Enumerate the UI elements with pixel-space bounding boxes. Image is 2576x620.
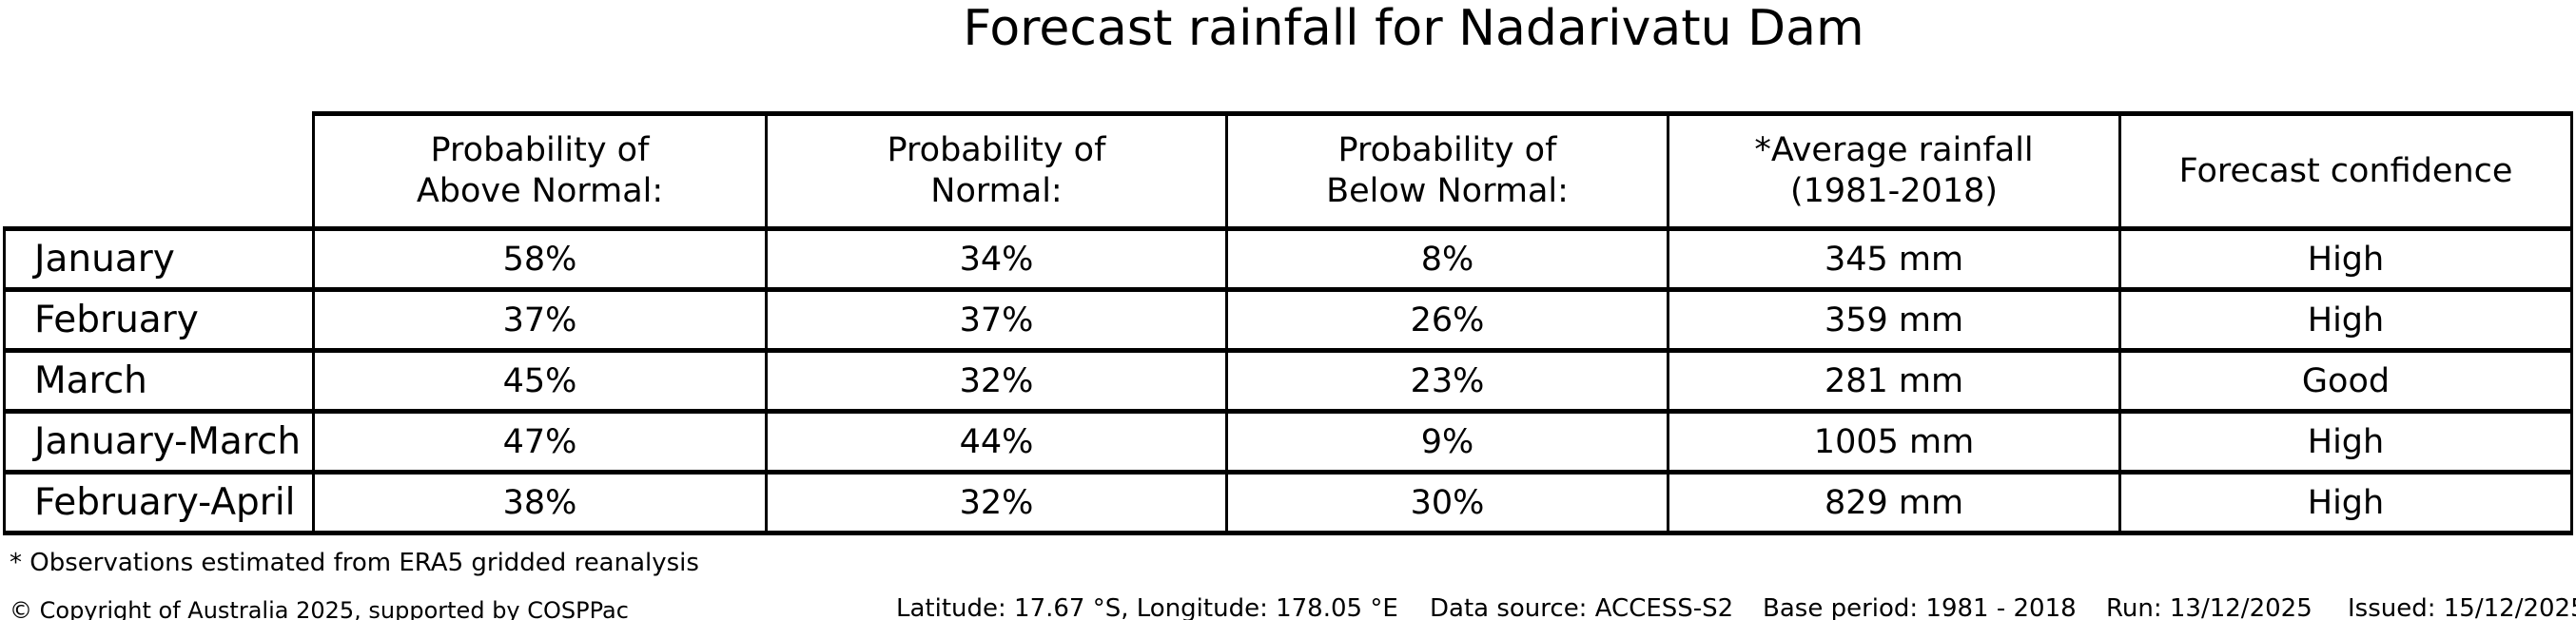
table-row: March 45% 32% 23% 281 mm Good: [3, 348, 2573, 414]
cell-below-normal: 8%: [1225, 226, 1669, 292]
row-label: January-March: [3, 409, 315, 475]
column-header-below-normal: Probability of Below Normal:: [1225, 111, 1669, 231]
row-label: March: [3, 348, 315, 414]
footer-run-date: Run: 13/12/2025: [2106, 594, 2313, 620]
copyright-notice: © Copyright of Australia 2025, supported…: [10, 597, 629, 620]
cell-above-normal: 58%: [312, 226, 768, 292]
table-row: January-March 47% 44% 9% 1005 mm High: [3, 409, 2573, 475]
table-header-row: Probability of Above Normal: Probability…: [5, 111, 2573, 231]
cell-above-normal: 37%: [312, 287, 768, 353]
table-row: February-April 38% 32% 30% 829 mm High: [3, 470, 2573, 535]
cell-confidence: High: [2118, 470, 2573, 535]
cell-average-rainfall: 359 mm: [1667, 287, 2121, 353]
row-label: February-April: [3, 470, 315, 535]
cell-normal: 32%: [765, 348, 1228, 414]
column-header-forecast-confidence: Forecast confidence: [2118, 111, 2573, 231]
cell-above-normal: 45%: [312, 348, 768, 414]
cell-above-normal: 47%: [312, 409, 768, 475]
cell-confidence: High: [2118, 226, 2573, 292]
cell-below-normal: 30%: [1225, 470, 1669, 535]
cell-confidence: High: [2118, 287, 2573, 353]
table-row: January 58% 34% 8% 345 mm High: [3, 226, 2573, 292]
observations-footnote: * Observations estimated from ERA5 gridd…: [10, 549, 699, 577]
footer-data-source: Data source: ACCESS-S2: [1430, 594, 1734, 620]
footer-issued-date: Issued: 15/12/2025: [2348, 594, 2576, 620]
column-header-average-rainfall: *Average rainfall (1981-2018): [1667, 111, 2121, 231]
column-header-above-normal: Probability of Above Normal:: [312, 111, 768, 231]
cell-below-normal: 26%: [1225, 287, 1669, 353]
row-label: January: [3, 226, 315, 292]
page-title: Forecast rainfall for Nadarivatu Dam: [963, 0, 1864, 57]
footer-base-period: Base period: 1981 - 2018: [1763, 594, 2077, 620]
cell-average-rainfall: 1005 mm: [1667, 409, 2121, 475]
cell-below-normal: 23%: [1225, 348, 1669, 414]
table-corner-cell: [5, 114, 314, 229]
cell-average-rainfall: 345 mm: [1667, 226, 2121, 292]
cell-normal: 34%: [765, 226, 1228, 292]
cell-above-normal: 38%: [312, 470, 768, 535]
cell-normal: 37%: [765, 287, 1228, 353]
table-row: February 37% 37% 26% 359 mm High: [3, 287, 2573, 353]
cell-normal: 32%: [765, 470, 1228, 535]
column-header-normal: Probability of Normal:: [765, 111, 1228, 231]
row-label: February: [3, 287, 315, 353]
cell-confidence: High: [2118, 409, 2573, 475]
cell-average-rainfall: 829 mm: [1667, 470, 2121, 535]
cell-below-normal: 9%: [1225, 409, 1669, 475]
cell-normal: 44%: [765, 409, 1228, 475]
forecast-table: Probability of Above Normal: Probability…: [3, 111, 2573, 535]
cell-confidence: Good: [2118, 348, 2573, 414]
footer-lat-lon: Latitude: 17.67 °S, Longitude: 178.05 °E: [896, 594, 1398, 620]
cell-average-rainfall: 281 mm: [1667, 348, 2121, 414]
